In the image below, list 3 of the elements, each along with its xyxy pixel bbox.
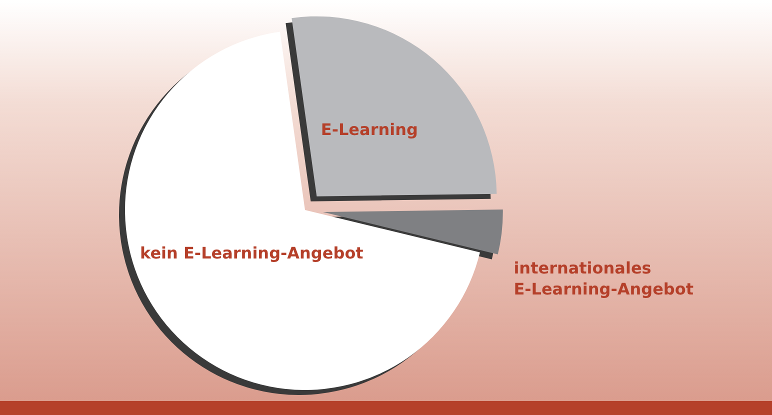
slice-label: kein E-Learning-Angebot [140,243,364,262]
slice-label: E-Learning [320,120,418,139]
slice-label: internationales E-Learning-Angebot [514,258,694,298]
